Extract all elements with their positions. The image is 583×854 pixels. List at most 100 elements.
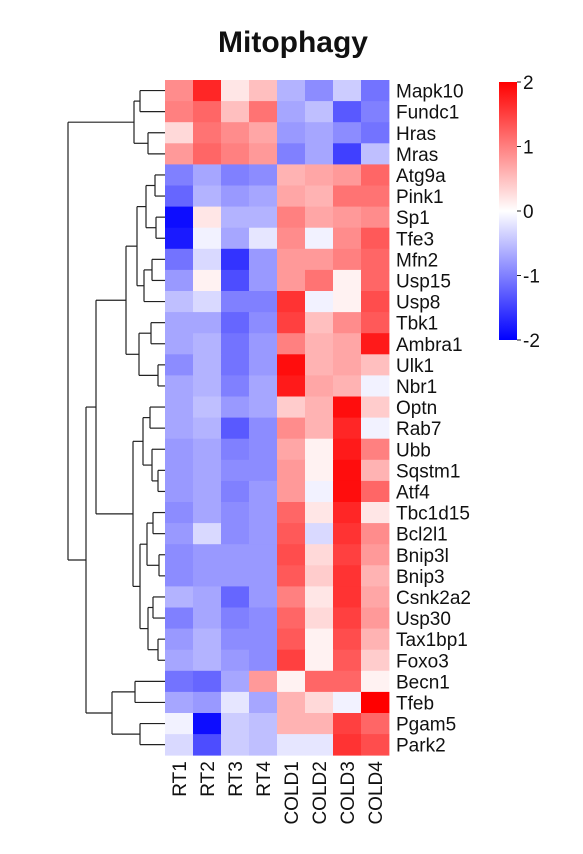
heatmap-cell <box>221 713 250 735</box>
heatmap-cell <box>305 375 334 397</box>
legend-tick-label: 2 <box>523 73 534 94</box>
heatmap-cell <box>361 248 390 271</box>
heatmap-cell <box>361 164 390 186</box>
row-label: Usp8 <box>396 293 440 314</box>
heatmap-cell <box>221 354 250 376</box>
heatmap-cell <box>361 312 390 334</box>
heatmap-cell <box>193 713 222 735</box>
row-label: Mras <box>396 145 438 166</box>
heatmap-cell <box>165 101 194 123</box>
heatmap-cell <box>193 544 222 566</box>
heatmap-cell <box>249 227 278 250</box>
row-label: Tbk1 <box>396 314 438 335</box>
heatmap-cell <box>361 206 390 229</box>
heatmap-cell <box>333 122 362 144</box>
column-label: RT1 <box>170 761 191 797</box>
heatmap-cell <box>361 80 390 102</box>
heatmap-cell <box>165 206 194 229</box>
heatmap-cell <box>249 122 278 144</box>
heatmap-cell <box>193 291 222 313</box>
heatmap-cell <box>361 333 390 355</box>
heatmap-cell <box>165 713 194 735</box>
heatmap-cell <box>333 312 362 334</box>
heatmap-cell <box>221 544 250 566</box>
heatmap-cell <box>305 417 334 440</box>
heatmap-cell <box>249 291 278 313</box>
heatmap-cell <box>193 185 222 207</box>
heatmap-cell <box>361 269 390 292</box>
heatmap-cell <box>193 248 222 271</box>
heatmap-cell <box>221 291 250 313</box>
row-label: Usp15 <box>396 271 451 292</box>
heatmap-cell <box>333 354 362 376</box>
column-label: RT3 <box>226 761 247 797</box>
heatmap-cell <box>165 396 194 418</box>
heatmap-cell <box>193 122 222 144</box>
heatmap-cell <box>277 185 306 207</box>
heatmap-cell <box>249 649 278 672</box>
heatmap-cell <box>277 523 306 545</box>
row-label: Foxo3 <box>396 651 449 672</box>
heatmap-cell <box>221 438 250 461</box>
heatmap-cell <box>221 122 250 144</box>
heatmap-cell <box>361 607 390 629</box>
heatmap-cell <box>361 227 390 250</box>
legend-tick-label: 1 <box>523 138 534 159</box>
heatmap-cell <box>193 227 222 250</box>
heatmap-cell <box>165 227 194 250</box>
column-label: COLD1 <box>282 761 303 824</box>
heatmap-cell <box>165 628 194 651</box>
heatmap-cell <box>305 269 334 292</box>
heatmap-cell <box>277 80 306 102</box>
heatmap-cell <box>333 375 362 397</box>
heatmap-cell <box>333 269 362 292</box>
heatmap-cell <box>193 628 222 651</box>
row-label: Atf4 <box>396 482 430 503</box>
heatmap-cell <box>333 713 362 735</box>
heatmap-cell <box>249 628 278 651</box>
heatmap-cell <box>361 122 390 144</box>
heatmap-cell <box>305 206 334 229</box>
heatmap-cell <box>221 480 250 503</box>
heatmap-cell <box>249 734 278 756</box>
heatmap-cell <box>249 269 278 292</box>
heatmap-cell <box>221 269 250 292</box>
heatmap-cell <box>221 185 250 207</box>
heatmap-cell <box>221 143 250 165</box>
legend-tick-label: -2 <box>523 331 540 352</box>
heatmap-cell <box>165 459 194 482</box>
heatmap-cell <box>361 586 390 608</box>
heatmap-cell <box>165 607 194 629</box>
heatmap-cell <box>277 691 306 714</box>
heatmap-cell <box>193 164 222 186</box>
heatmap-cell <box>305 544 334 566</box>
heatmap-cell <box>277 101 306 123</box>
heatmap-cell <box>333 396 362 418</box>
heatmap-cell <box>221 607 250 629</box>
heatmap-cell <box>277 480 306 503</box>
heatmap-cell <box>193 670 222 693</box>
heatmap-cell <box>249 607 278 629</box>
heatmap-cell <box>277 333 306 355</box>
heatmap-cell <box>165 375 194 397</box>
legend-tick-label: 0 <box>523 202 534 223</box>
heatmap-cell <box>361 502 390 524</box>
heatmap-cell <box>333 227 362 250</box>
heatmap-cell <box>361 713 390 735</box>
row-label: Mfn2 <box>396 250 438 271</box>
heatmap-cell <box>333 143 362 165</box>
heatmap-cell <box>277 544 306 566</box>
heatmap-cell <box>333 628 362 651</box>
heatmap-cell <box>221 312 250 334</box>
heatmap-cell <box>333 248 362 271</box>
heatmap-cell <box>333 80 362 102</box>
heatmap-cell <box>249 164 278 186</box>
heatmap-cell <box>249 713 278 735</box>
heatmap-cell <box>193 143 222 165</box>
column-labels: RT1 RT2 RT3 RT4 COLD1 COLD2 COLD3 COLD4 <box>170 761 387 825</box>
row-labels: Mapk10Fundc1HrasMrasAtg9aPink1Sp1Tfe3Mfn… <box>396 82 471 757</box>
row-label: Hras <box>396 124 436 145</box>
heatmap-cell <box>305 480 334 503</box>
row-label: Tfe3 <box>396 229 434 250</box>
heatmap-cell <box>249 438 278 461</box>
